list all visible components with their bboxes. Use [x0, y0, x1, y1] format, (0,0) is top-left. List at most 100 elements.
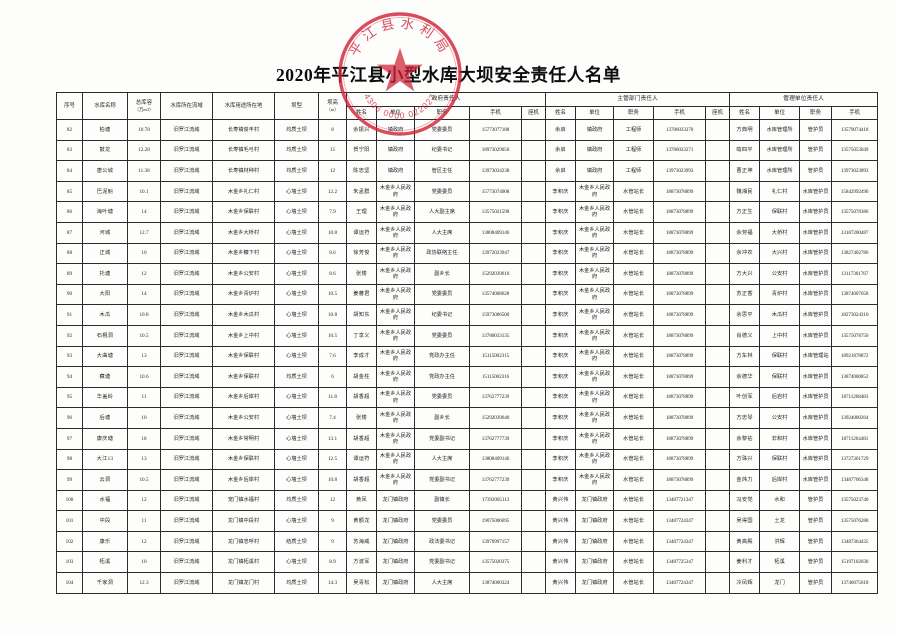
cell-mgmt-mobile: 18921878872 [831, 345, 879, 368]
cell-dept-post: 水管站长 [613, 386, 655, 409]
group-department: 主管部门责任人 [545, 92, 731, 107]
cell-capacity: 10 [127, 551, 161, 574]
cell-dept-mobile: 13487724347 [653, 510, 707, 532]
cell-dept-name: 李积庆 [545, 366, 577, 388]
cell-dept-name: 李积庆 [545, 345, 577, 368]
cell-mgmt-post: 水库管护员 [799, 324, 833, 347]
cell-dept-unit: 龙门镇政府 [575, 530, 615, 553]
cell-dept-post: 水管站长 [613, 407, 655, 429]
cell-gov-name: 胡香超 [346, 469, 377, 491]
cell-seq: 90 [56, 283, 83, 306]
cell-dept-unit: 龙门镇政府 [575, 572, 615, 594]
cell-basin: 汨罗江流域 [160, 386, 213, 409]
cell-gov-name: 丁享义 [346, 324, 377, 347]
cell-dept-unit: 木金乡人民政府 [575, 201, 615, 223]
cell-location: 长寿镇俊丰村 [212, 119, 275, 141]
cell-dept-landline [705, 160, 731, 182]
cell-mgmt-mobile: 13579074418 [831, 119, 879, 141]
cell-mgmt-mobile: 13746075618 [831, 572, 879, 594]
cell-basin: 汨罗江流域 [160, 448, 213, 471]
cell-location: 长寿镇毛弓村 [212, 139, 275, 162]
cell-gov-post: 人大副主席 [414, 201, 470, 223]
cell-dept-name: 李积庆 [545, 283, 577, 306]
cell-gov-name: 张楼 [346, 407, 377, 429]
cell-mgmt-post: 水库管护员 [799, 469, 833, 491]
cell-mgmt-unit: 礼仁村 [759, 180, 801, 203]
cell-mgmt-name: 冯安党 [729, 489, 761, 512]
cell-gov-landline [520, 366, 547, 388]
cell-location: 长寿镇材种村 [212, 160, 275, 182]
cell-basin: 汨罗江流域 [160, 510, 213, 532]
cell-mgmt-mobile: 13874000852 [831, 366, 879, 388]
cell-seq: 88 [56, 242, 83, 265]
cell-dept-post: 水管站长 [613, 489, 655, 512]
cell-dam-height: 7.4 [318, 407, 347, 429]
cell-dept-unit: 木金乡人民政府 [575, 386, 615, 409]
cell-gov-name: 张楼 [346, 263, 377, 285]
cell-dam-height: 6 [318, 366, 347, 388]
cell-gov-unit: 龙门镇政府 [376, 530, 415, 553]
cell-capacity: 11.38 [127, 160, 161, 182]
cell-gov-mobile: 15773077188 [469, 119, 522, 141]
cell-mgmt-post: 水库管护员 [799, 366, 833, 388]
cell-mgmt-unit: 龙门 [759, 572, 801, 594]
table-row: 90 大阳 14 汨罗江流域 木金乡青炉村 心墙土坝 10.5 姜蕃君 木金乡人民政府 党委委员 1… [56, 283, 879, 306]
cell-gov-unit: 木金乡人民政府 [376, 407, 415, 429]
cell-dept-name: 黄兴伟 [545, 551, 577, 574]
cell-gov-name: 胡香超 [346, 386, 377, 409]
cell-seq: 92 [56, 324, 83, 347]
cell-dept-mobile: 13973023993 [653, 160, 707, 182]
cell-capacity: 14 [127, 283, 161, 306]
cell-reservoir-name: 康乐 [82, 530, 128, 553]
cell-dept-mobile: 18873078899 [653, 263, 707, 285]
cell-mgmt-post: 水库管理站 [799, 345, 833, 368]
cell-dept-mobile: 18873078899 [653, 180, 707, 203]
col-capacity: 总库容 （万m3） [127, 92, 161, 120]
cell-gov-landline [520, 386, 547, 409]
cell-mgmt-name: 方正生 [729, 201, 761, 223]
cell-basin: 汨罗江流域 [160, 469, 213, 491]
gov-sub-landline: 座机 [520, 106, 547, 120]
cell-dept-post: 水管站长 [613, 283, 655, 306]
gov-sub-post: 职务 [414, 106, 470, 120]
cell-dept-name: 黄兴伟 [545, 530, 577, 553]
cell-gov-post: 党政办主任 [414, 366, 470, 388]
cell-dept-name: 黄兴伟 [545, 489, 577, 512]
cell-basin: 汨罗江流域 [160, 242, 213, 265]
cell-mgmt-mobile: 13973023893 [831, 160, 879, 182]
cell-mgmt-post: 管护员 [799, 530, 833, 553]
cell-dam-height: 7.6 [318, 345, 347, 368]
cell-dept-mobile: 13487724347 [653, 530, 707, 553]
cell-mgmt-mobile: 13727301729 [831, 448, 879, 471]
cell-mgmt-mobile: 13575023740 [831, 489, 879, 512]
cell-seq: 82 [56, 119, 83, 141]
cell-mgmt-mobile: 13117301767 [831, 263, 879, 285]
cell-dept-landline [705, 345, 731, 368]
cell-gov-name: 贺宁阳 [346, 139, 377, 162]
cell-dept-post: 水管站长 [613, 263, 655, 285]
col-capacity-unit: （万m3） [134, 106, 154, 112]
cell-mgmt-unit: 水库管理所 [759, 160, 801, 182]
dept-sub-post: 职务 [613, 106, 655, 120]
cell-dept-unit: 木金乡人民政府 [575, 345, 615, 368]
cell-location: 宠门镇水福村 [212, 489, 275, 512]
cell-location: 木金乡常明村 [212, 427, 275, 450]
cell-mgmt-unit: 土龙 [759, 510, 801, 532]
cell-gov-name: 王理 [346, 201, 377, 223]
cell-dam-height: 8.9 [318, 551, 347, 574]
cell-dam-type: 均质土坝 [274, 489, 319, 512]
cell-dept-post: 水管站长 [613, 201, 655, 223]
gov-sub-mobile: 手机 [469, 106, 522, 120]
cell-mgmt-mobile: 13487706348 [831, 469, 879, 491]
cell-dam-type: 心墙土坝 [274, 448, 319, 471]
cell-dept-name: 黄兴伟 [545, 510, 577, 532]
cell-mgmt-name: 余劳福 [729, 221, 761, 244]
cell-basin: 汨罗江流域 [160, 283, 213, 306]
cell-gov-post: 人大主席 [414, 572, 470, 594]
cell-reservoir-name: 海叶塘 [82, 201, 128, 223]
cell-mgmt-unit: 后岸村 [759, 469, 801, 491]
cell-dept-mobile: 13487725347 [653, 551, 707, 574]
cell-gov-post: 政法委书记 [414, 530, 470, 553]
cell-mgmt-mobile: 13575076288 [831, 510, 879, 532]
cell-mgmt-unit: 保联村 [759, 345, 801, 368]
